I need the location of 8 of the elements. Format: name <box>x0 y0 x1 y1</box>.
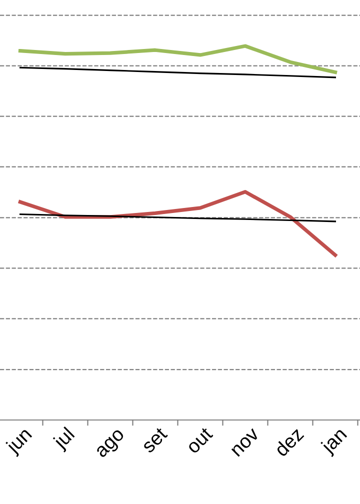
x-tick-label: nov <box>231 428 260 457</box>
x-tick-label: jun <box>4 426 35 458</box>
x-tick-label: set <box>141 426 168 454</box>
x-tick-label: jan <box>319 426 350 458</box>
x-tick-label: ago <box>96 428 128 461</box>
x-tick-label: jul <box>52 426 78 452</box>
x-tick-label: dez <box>273 426 304 458</box>
x-tick-label: out <box>186 426 214 454</box>
